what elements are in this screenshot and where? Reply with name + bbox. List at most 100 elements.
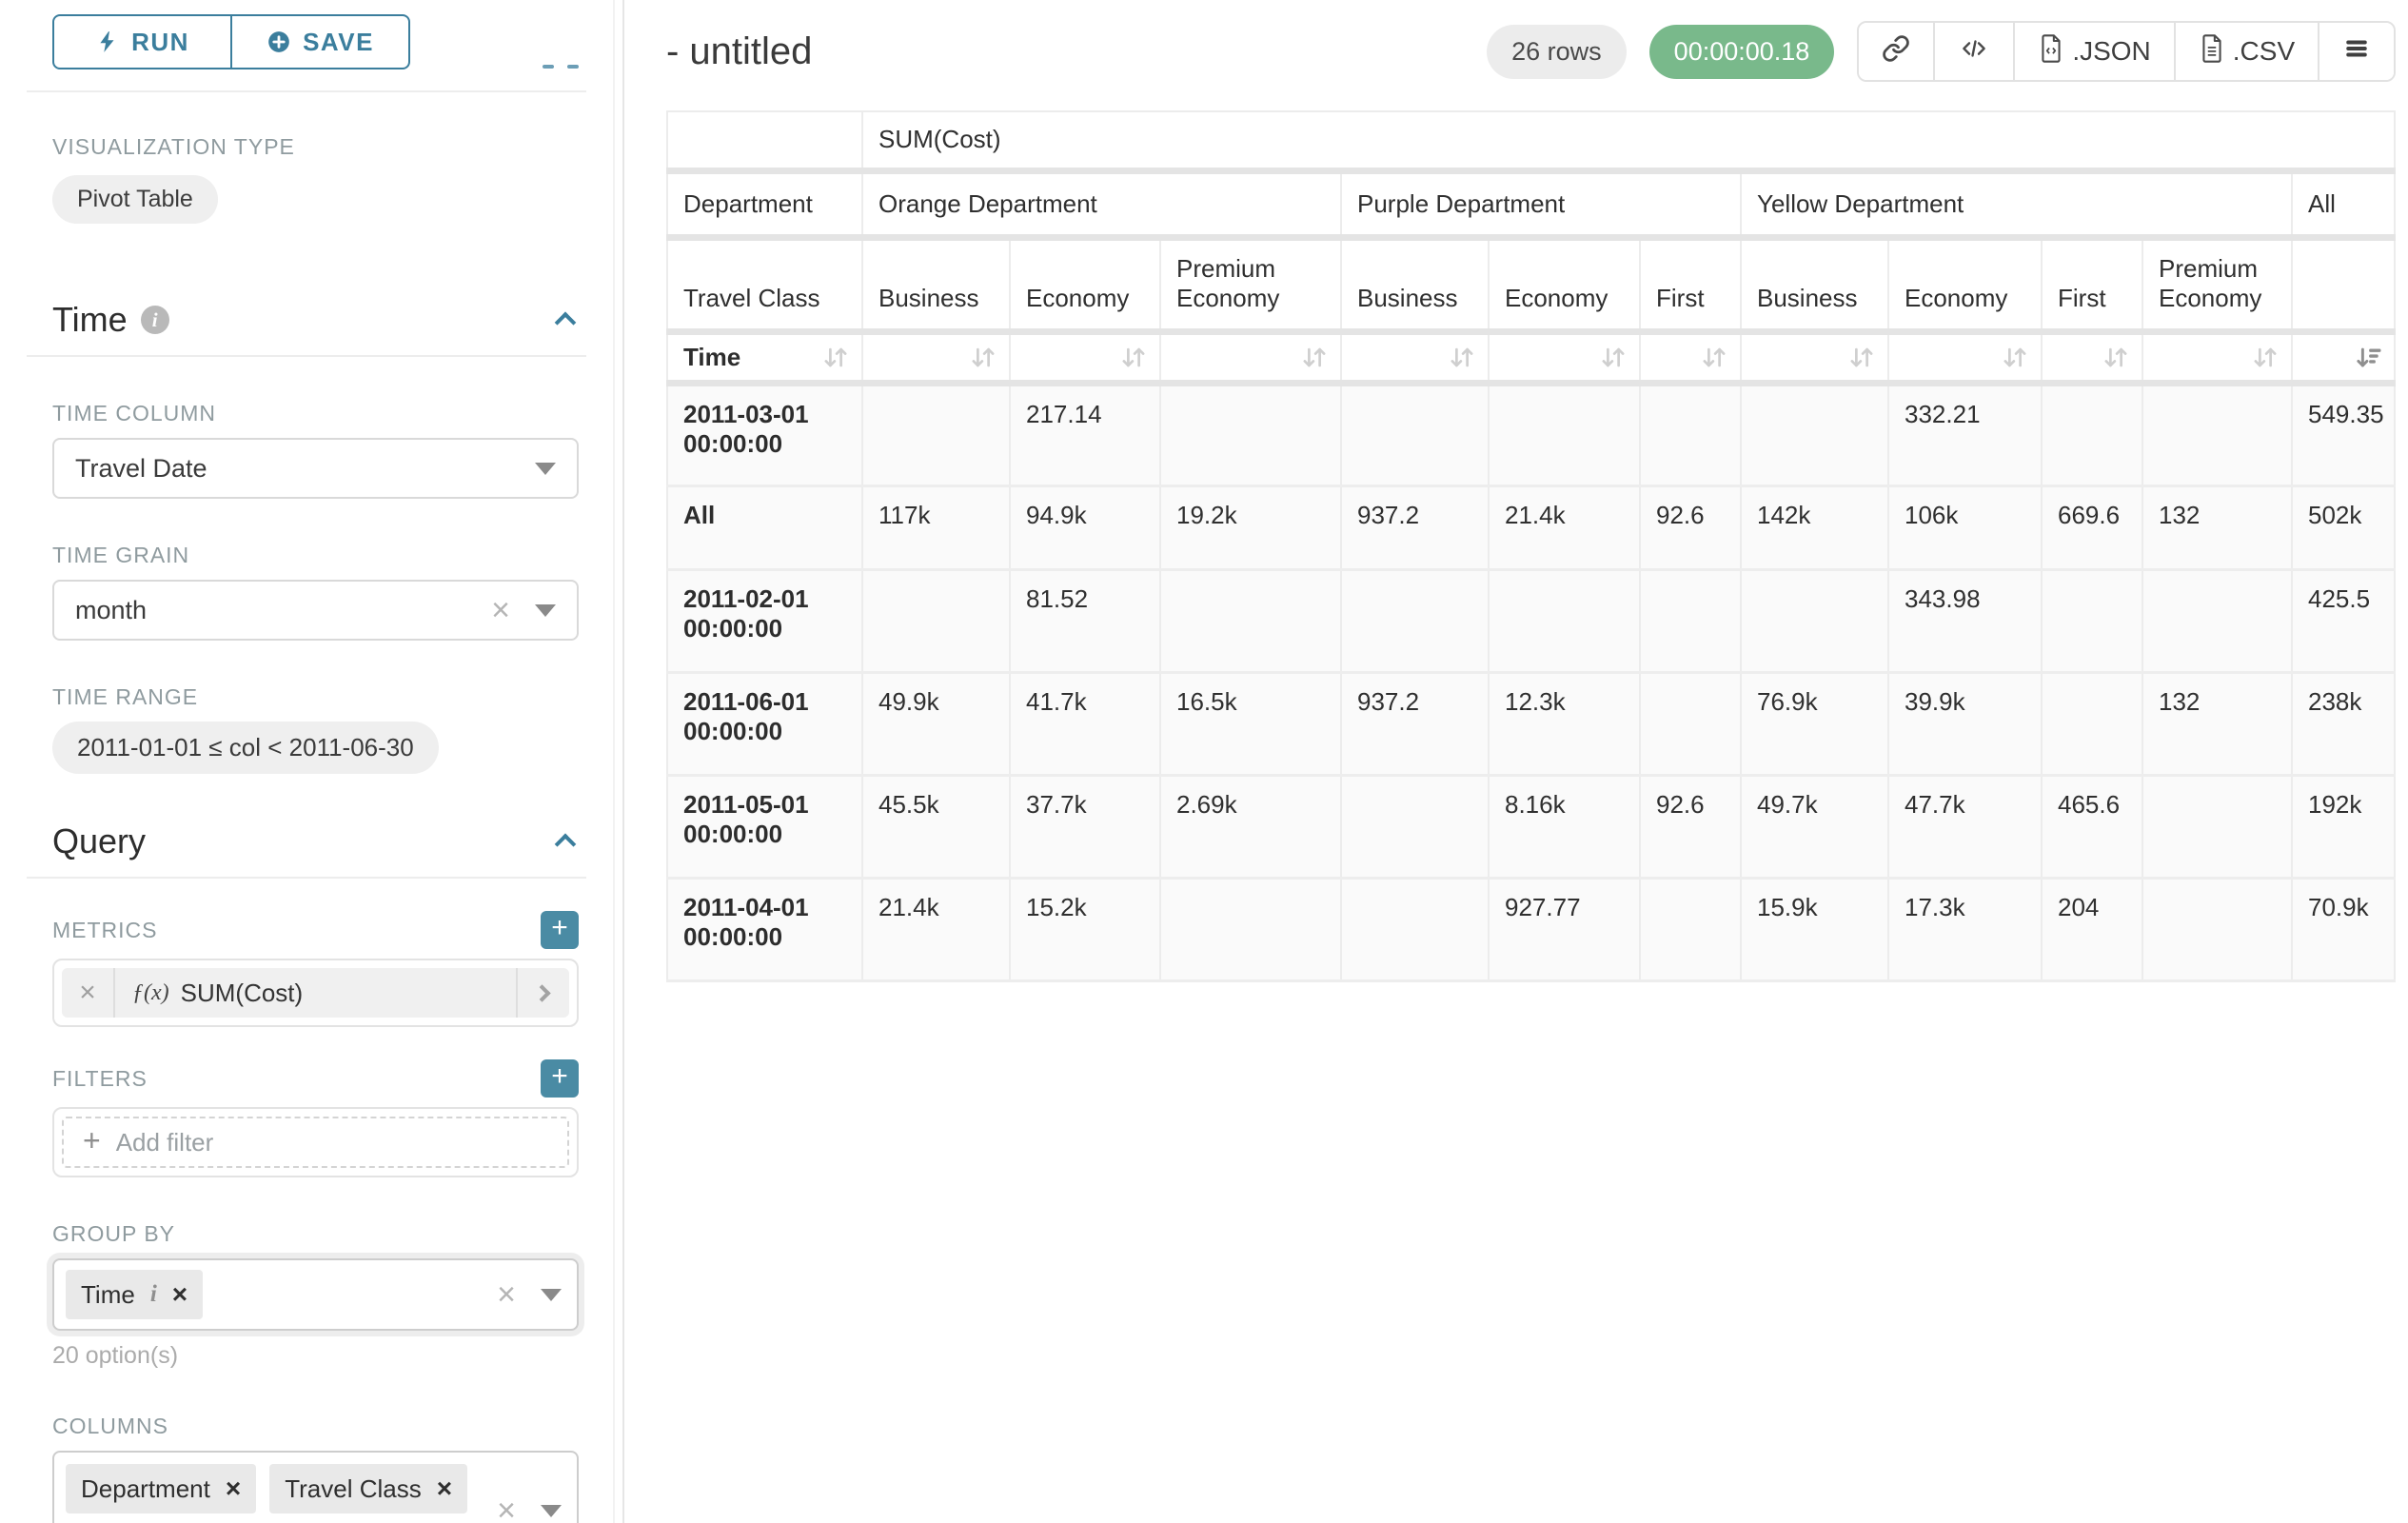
group-by-select[interactable]: Time i × ×: [52, 1258, 579, 1331]
row-header: 2011-02-01 00:00:00: [666, 568, 863, 674]
department-dim-label: Department: [666, 169, 863, 241]
metric-label: SUM(Cost): [180, 978, 304, 1007]
export-json-label: .JSON: [2072, 36, 2151, 66]
sort-desc-icon[interactable]: [2354, 345, 2382, 370]
sort-icon[interactable]: [1700, 345, 1728, 370]
pivot-cell: 106k: [1887, 485, 2043, 571]
metric-chip[interactable]: × ƒ(x) SUM(Cost): [62, 968, 569, 1018]
sort-icon[interactable]: [2001, 345, 2029, 370]
pivot-cell: 45.5k: [861, 774, 1011, 880]
pivot-cell: 94.9k: [1009, 485, 1161, 571]
travel-class-header: Premium Economy: [2142, 236, 2293, 335]
pivot-cell: 217.14: [1009, 382, 1161, 487]
pivot-cell: 117k: [861, 485, 1011, 571]
copy-link-button[interactable]: [1859, 23, 1934, 80]
sort-icon[interactable]: [1300, 345, 1329, 370]
pivot-cell: [2041, 382, 2143, 487]
export-json-button[interactable]: .JSON: [2013, 23, 2174, 80]
department-group-header: Yellow Department: [1740, 169, 2293, 241]
info-icon: i: [140, 306, 169, 334]
chevron-up-icon[interactable]: [554, 833, 577, 856]
pivot-cell: 204: [2041, 877, 2143, 982]
save-button[interactable]: SAVE: [230, 14, 410, 69]
sort-icon[interactable]: [1448, 345, 1476, 370]
menu-button[interactable]: [2318, 23, 2395, 80]
pivot-cell: [1340, 568, 1490, 674]
chevron-up-icon[interactable]: [554, 311, 577, 334]
sort-header[interactable]: [1009, 330, 1161, 386]
caret-down-icon[interactable]: [541, 1504, 562, 1517]
pivot-cell: 465.6: [2041, 774, 2143, 880]
columns-chip[interactable]: Travel Class ×: [269, 1464, 468, 1513]
pivot-cell: 92.6: [1639, 485, 1742, 571]
remove-chip-icon[interactable]: ×: [171, 1279, 188, 1309]
chevron-right-icon[interactable]: [516, 968, 569, 1018]
sort-header-time[interactable]: Time: [666, 330, 863, 386]
group-by-chip-label: Time: [81, 1279, 135, 1309]
visualization-type-chip[interactable]: Pivot Table: [52, 175, 218, 224]
info-icon: i: [149, 1281, 157, 1307]
caret-down-icon[interactable]: [541, 1288, 562, 1301]
pivot-cell: 15.2k: [1009, 877, 1161, 982]
sort-icon[interactable]: [969, 345, 997, 370]
clipped-icon: [567, 65, 579, 69]
code-icon: [1958, 34, 1990, 69]
row-dim-label: Time: [683, 342, 741, 371]
sort-icon[interactable]: [1599, 345, 1628, 370]
sort-icon[interactable]: [821, 345, 850, 370]
sort-header[interactable]: [1639, 330, 1742, 386]
add-filter-plus-button[interactable]: +: [541, 1059, 579, 1098]
sort-icon[interactable]: [2102, 345, 2130, 370]
add-filter-button[interactable]: + Add filter: [62, 1117, 569, 1168]
view-query-button[interactable]: [1933, 23, 2014, 80]
pivot-cell: 21.4k: [1488, 485, 1641, 571]
clear-icon[interactable]: ×: [497, 1276, 516, 1313]
pivot-cell: 49.9k: [861, 671, 1011, 777]
sort-icon[interactable]: [2251, 345, 2280, 370]
export-csv-button[interactable]: .CSV: [2173, 23, 2319, 80]
pivot-cell: 19.2k: [1159, 485, 1342, 571]
sort-header[interactable]: [1340, 330, 1490, 386]
columns-chip[interactable]: Department ×: [66, 1464, 257, 1513]
run-save-button-group: RUN SAVE: [52, 14, 410, 69]
sort-icon[interactable]: [1847, 345, 1876, 370]
remove-chip-icon[interactable]: ×: [225, 1474, 242, 1503]
pivot-cell: 76.9k: [1740, 671, 1889, 777]
pivot-cell: 332.21: [1887, 382, 2043, 487]
sort-header[interactable]: [861, 330, 1011, 386]
pivot-cell: 927.77: [1488, 877, 1641, 982]
pivot-cell: [1488, 568, 1641, 674]
chart-panel: - untitled 26 rows 00:00:00.18: [624, 0, 2408, 1523]
time-range-chip[interactable]: 2011-01-01 ≤ col < 2011-06-30: [52, 722, 439, 774]
clear-icon[interactable]: ×: [497, 1493, 516, 1523]
sort-header[interactable]: [2290, 330, 2397, 386]
clear-icon[interactable]: ×: [491, 592, 510, 628]
pivot-cell: 669.6: [2041, 485, 2143, 571]
columns-chip-label: Department: [81, 1474, 210, 1503]
group-by-label: GROUP BY: [52, 1221, 175, 1246]
add-metric-button[interactable]: +: [541, 911, 579, 949]
pivot-cell: [2142, 382, 2293, 487]
sort-header[interactable]: [1740, 330, 1889, 386]
remove-chip-icon[interactable]: ×: [436, 1474, 453, 1503]
run-button[interactable]: RUN: [52, 14, 232, 69]
department-group-header: Purple Department: [1340, 169, 1742, 241]
sort-header[interactable]: [1887, 330, 2043, 386]
travel-class-header: First: [2041, 236, 2143, 335]
group-by-chip[interactable]: Time i ×: [66, 1270, 204, 1319]
csv-file-icon: [2199, 33, 2225, 70]
sort-header[interactable]: [1488, 330, 1641, 386]
caret-down-icon[interactable]: [535, 603, 556, 617]
columns-select[interactable]: Department × Travel Class × ×: [52, 1451, 579, 1523]
pivot-cell: 39.9k: [1887, 671, 2043, 777]
sort-header[interactable]: [2041, 330, 2143, 386]
time-grain-select[interactable]: month ×: [52, 580, 579, 641]
sort-icon[interactable]: [1119, 345, 1148, 370]
sort-header[interactable]: [1159, 330, 1342, 386]
row-header: 2011-06-01 00:00:00: [666, 671, 863, 777]
caret-down-icon[interactable]: [535, 462, 556, 475]
remove-metric-icon[interactable]: ×: [62, 968, 115, 1018]
time-column-select[interactable]: Travel Date: [52, 438, 579, 499]
sort-header[interactable]: [2142, 330, 2293, 386]
pivot-cell: [1639, 671, 1742, 777]
